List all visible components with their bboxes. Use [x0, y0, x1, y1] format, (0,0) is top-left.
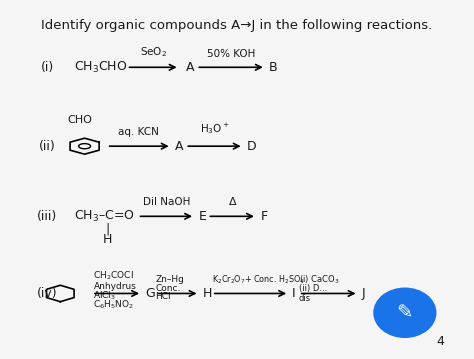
- Text: H: H: [103, 233, 112, 246]
- Text: K$_2$Cr$_2$O$_7$+ Conc. H$_2$SO$_4$: K$_2$Cr$_2$O$_7$+ Conc. H$_2$SO$_4$: [212, 273, 305, 286]
- Text: (iii): (iii): [37, 210, 57, 223]
- Text: H: H: [202, 287, 212, 300]
- Text: Dil NaOH: Dil NaOH: [143, 197, 190, 207]
- Text: SeO$_2$: SeO$_2$: [139, 45, 166, 59]
- Text: J: J: [362, 287, 365, 300]
- Text: CH$_2$COCl: CH$_2$COCl: [93, 270, 134, 282]
- Text: G: G: [145, 287, 155, 300]
- Text: ✎: ✎: [397, 303, 413, 322]
- Text: HCl: HCl: [155, 293, 171, 302]
- Text: Anhydrus: Anhydrus: [93, 282, 137, 291]
- Text: CH$_3$CHO: CH$_3$CHO: [73, 60, 127, 75]
- Text: CHO: CHO: [68, 115, 92, 125]
- Text: Identify organic compounds A→J in the following reactions.: Identify organic compounds A→J in the fo…: [41, 19, 433, 32]
- Text: D: D: [247, 140, 256, 153]
- Text: A: A: [175, 140, 183, 153]
- Text: E: E: [199, 210, 207, 223]
- Text: Δ: Δ: [229, 197, 237, 207]
- Text: Zn–Hg: Zn–Hg: [155, 275, 184, 284]
- Text: (i): (i): [40, 61, 54, 74]
- Text: (ii) D...: (ii) D...: [299, 284, 327, 293]
- Text: I: I: [292, 287, 296, 300]
- Text: (ii): (ii): [39, 140, 55, 153]
- Text: (iv): (iv): [36, 287, 57, 300]
- Text: dis: dis: [299, 294, 311, 303]
- Text: 50% KOH: 50% KOH: [207, 48, 255, 59]
- Text: CH$_3$–C=O: CH$_3$–C=O: [73, 209, 134, 224]
- Text: C$_6$H$_5$NO$_2$: C$_6$H$_5$NO$_2$: [93, 299, 135, 311]
- Text: 4: 4: [437, 335, 445, 348]
- Text: H$_3$O$^+$: H$_3$O$^+$: [200, 121, 230, 136]
- Text: A: A: [186, 61, 195, 74]
- Text: AlCl$_3$: AlCl$_3$: [93, 290, 117, 302]
- Text: aq. KCN: aq. KCN: [118, 127, 159, 137]
- Text: Conc.: Conc.: [155, 284, 181, 293]
- Text: (i) CaCO$_3$: (i) CaCO$_3$: [299, 273, 339, 286]
- Circle shape: [374, 288, 436, 337]
- Text: |: |: [105, 222, 109, 235]
- Text: B: B: [269, 61, 277, 74]
- Text: F: F: [260, 210, 267, 223]
